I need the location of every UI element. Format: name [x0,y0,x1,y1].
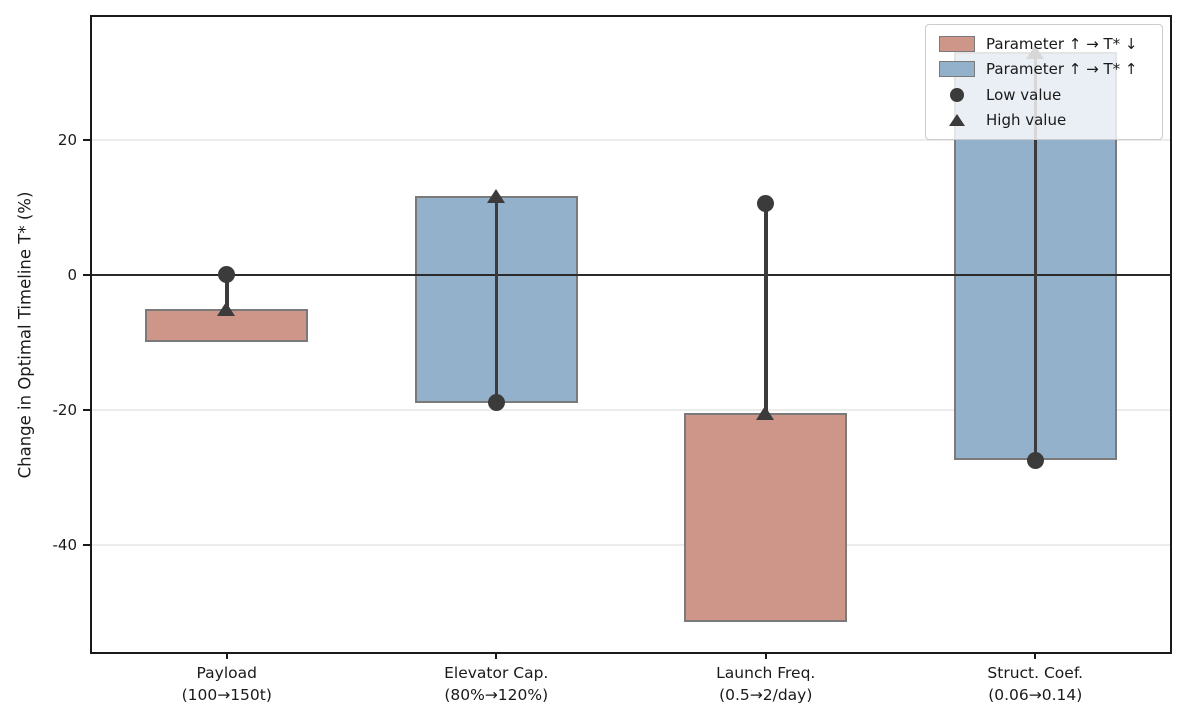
x-category-name-elevator-cap: Elevator Cap. [444,664,549,682]
x-tick-struct-coef [1034,652,1037,659]
x-category-range-launch-freq: (0.5→2/day) [719,686,813,704]
range-connector-launch-freq [764,203,768,414]
high-value-marker-launch-freq [756,406,775,421]
x-category-range-elevator-cap: (80%→120%) [444,686,549,704]
x-category-label-struct-coef: Struct. Coef. (0.06→0.14) [925,662,1145,706]
increase-patch-icon [939,61,975,78]
legend-label-increase: Parameter ↑ → T* ↑ [986,60,1138,79]
y-tick-20 [83,138,90,141]
gridline--20 [92,408,1170,411]
range-connector-payload [225,274,229,309]
low-value-marker-elevator-cap [487,394,505,412]
zero-line [92,273,1170,277]
gridline--40 [92,543,1170,546]
bar-launch-freq [684,413,848,623]
x-category-name-launch-freq: Launch Freq. [716,664,816,682]
y-tick-label-0: 0 [67,265,77,284]
x-category-name-payload: Payload [196,664,257,682]
decrease-patch-icon [939,36,975,52]
gridline-20 [92,138,1170,141]
circle-marker-icon [950,87,964,102]
x-tick-elevator-cap [495,652,498,659]
triangle-marker-icon [949,113,965,126]
high-value-marker-payload [217,301,236,316]
y-tick-label--20: -20 [52,400,78,419]
x-category-label-launch-freq: Launch Freq. (0.5→2/day) [656,662,876,706]
y-tick-label-20: 20 [57,130,77,149]
legend-label-high-value: High value [986,110,1067,129]
legend-item-decrease: Parameter ↑ → T* ↓ [936,32,1152,56]
y-tick--40 [83,543,90,546]
low-value-marker-launch-freq [757,195,775,213]
legend-item-increase: Parameter ↑ → T* ↑ [936,57,1152,81]
legend: Parameter ↑ → T* ↓ Parameter ↑ → T* ↑ Lo… [925,24,1163,140]
legend-item-low-value: Low value [936,83,1152,107]
y-tick--20 [83,408,90,411]
legend-label-decrease: Parameter ↑ → T* ↓ [986,35,1138,53]
high-value-marker-elevator-cap [486,188,505,203]
range-connector-elevator-cap [494,195,498,403]
x-category-label-payload: Payload (100→150t) [117,662,337,706]
legend-label-low-value: Low value [986,85,1062,104]
range-connector-struct-coef [1033,52,1037,461]
y-tick-label--40: -40 [52,535,78,554]
x-category-name-struct-coef: Struct. Coef. [987,664,1084,682]
low-value-marker-struct-coef [1026,451,1044,469]
x-tick-payload [225,652,228,659]
x-category-range-payload: (100→150t) [181,686,272,704]
x-category-range-struct-coef: (0.06→0.14) [988,686,1083,704]
x-category-label-elevator-cap: Elevator Cap. (80%→120%) [386,662,606,706]
legend-item-high-value: High value [936,108,1152,132]
x-tick-launch-freq [764,652,767,659]
low-value-marker-payload [218,266,236,284]
y-tick-0 [83,273,90,276]
y-axis-label: Change in Optimal Timeline T* (%) [15,191,35,479]
